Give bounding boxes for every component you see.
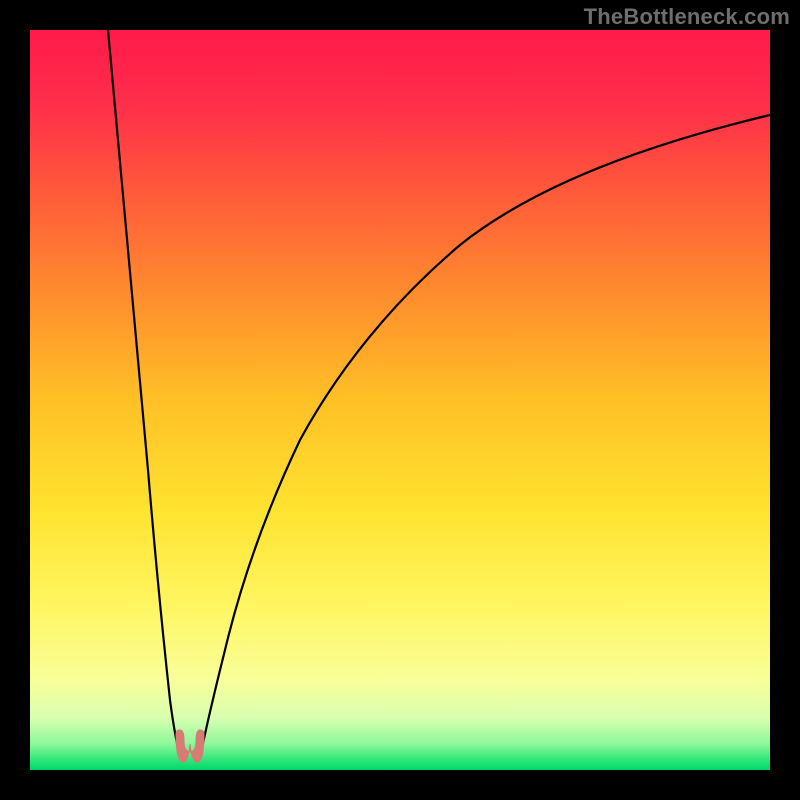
- gradient-plot: [0, 0, 800, 800]
- chart-frame: TheBottleneck.com: [0, 0, 800, 800]
- watermark-text: TheBottleneck.com: [584, 4, 790, 30]
